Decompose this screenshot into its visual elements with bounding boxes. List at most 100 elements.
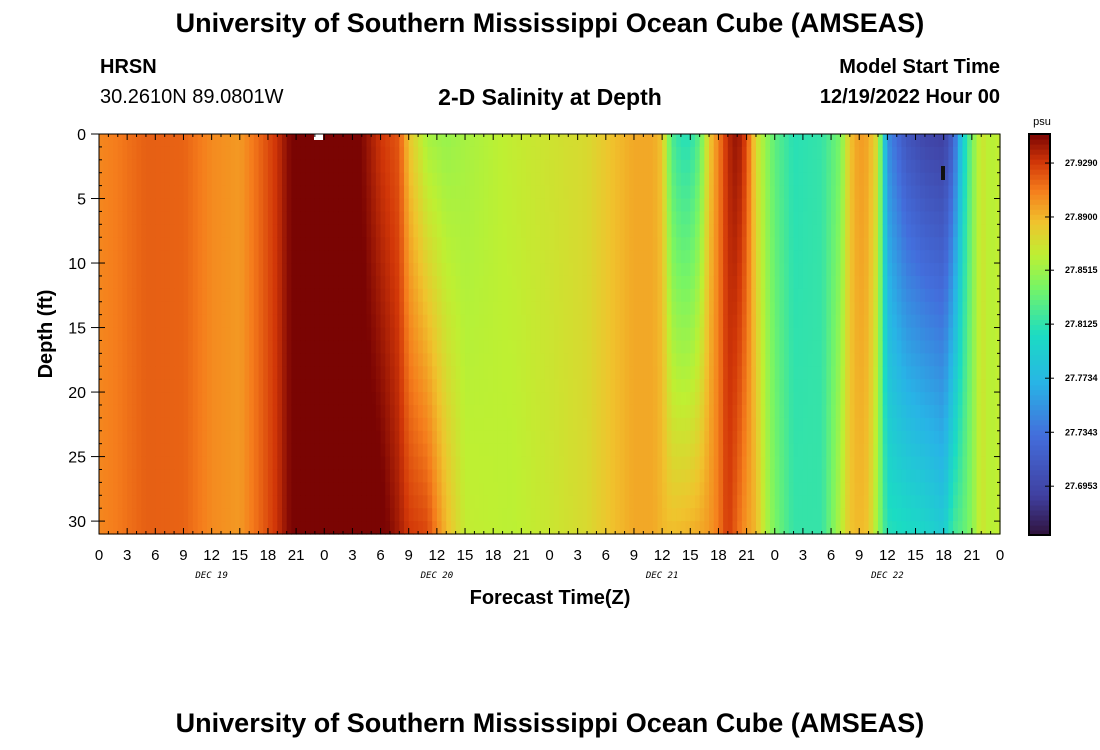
heatmap-cell	[601, 404, 607, 419]
heatmap-cell	[258, 340, 264, 354]
heatmap-cell	[770, 469, 776, 483]
heatmap-cell	[704, 508, 710, 522]
heatmap-cell	[253, 456, 260, 471]
heatmap-cell	[530, 495, 537, 509]
heatmap-cell	[338, 159, 344, 174]
heatmap-cell	[723, 146, 729, 161]
heatmap-cell	[572, 263, 579, 277]
heatmap-cell	[239, 275, 246, 290]
heatmap-cell	[474, 314, 480, 329]
heatmap-cell	[479, 185, 485, 200]
heatmap-cell	[849, 392, 856, 406]
heatmap-cell	[460, 456, 466, 471]
heatmap-cell	[572, 327, 579, 342]
heatmap-cell	[479, 469, 485, 483]
heatmap-cell	[493, 146, 499, 161]
heatmap-cell	[361, 404, 368, 419]
heatmap-cell	[380, 146, 386, 161]
heatmap-cell	[507, 314, 513, 329]
heatmap-cell	[267, 482, 274, 496]
heatmap-cell	[99, 134, 105, 148]
heatmap-cell	[845, 353, 851, 367]
heatmap-cell	[704, 521, 710, 535]
heatmap-cell	[751, 443, 757, 458]
heatmap-cell	[774, 430, 781, 445]
heatmap-cell	[544, 288, 551, 303]
heatmap-cell	[117, 456, 124, 471]
heatmap-cell	[629, 417, 635, 432]
heatmap-cell	[690, 379, 696, 393]
heatmap-cell	[497, 288, 504, 303]
heatmap-cell	[357, 134, 363, 148]
heatmap-cell	[272, 250, 278, 264]
heatmap-cell	[206, 288, 213, 303]
heatmap-cell	[160, 521, 166, 535]
heatmap-cell	[694, 366, 701, 380]
heatmap-cell	[178, 443, 185, 458]
heatmap-cell	[343, 379, 349, 393]
heatmap-cell	[479, 392, 485, 406]
heatmap-cell	[511, 366, 518, 380]
heatmap-cell	[469, 250, 476, 264]
heatmap-cell	[164, 366, 170, 380]
heatmap-cell	[601, 366, 607, 380]
heatmap-cell	[465, 521, 471, 535]
heatmap-cell	[521, 508, 527, 522]
heatmap-cell	[760, 224, 766, 238]
heatmap-cell	[540, 327, 546, 342]
heatmap-cell	[408, 495, 415, 509]
heatmap-cell	[380, 430, 386, 445]
heatmap-cell	[202, 508, 208, 522]
heatmap-cell	[662, 185, 668, 200]
heatmap-cell	[680, 430, 687, 445]
heatmap-cell	[807, 237, 813, 251]
heatmap-cell	[835, 327, 842, 342]
heatmap-cell	[516, 275, 522, 290]
heatmap-cell	[253, 482, 260, 496]
heatmap-cell	[516, 340, 522, 354]
heatmap-cell	[432, 172, 438, 187]
heatmap-cell	[188, 146, 194, 161]
heatmap-cell	[389, 508, 396, 522]
heatmap-cell	[446, 443, 452, 458]
heatmap-cell	[845, 288, 851, 303]
heatmap-cell	[446, 198, 452, 213]
heatmap-cell	[605, 237, 612, 251]
heatmap-cell	[178, 146, 185, 161]
heatmap-cell	[357, 379, 363, 393]
heatmap-cell	[845, 211, 851, 225]
heatmap-cell	[103, 301, 109, 316]
heatmap-cell	[807, 198, 813, 213]
heatmap-cell	[746, 482, 752, 496]
heatmap-cell	[122, 366, 128, 380]
heatmap-cell	[357, 495, 363, 509]
heatmap-cell	[225, 404, 231, 419]
heatmap-cell	[469, 211, 476, 225]
heatmap-cell	[530, 482, 537, 496]
heatmap-cell	[746, 404, 752, 419]
heatmap-cell	[582, 198, 588, 213]
heatmap-cell	[408, 146, 415, 161]
heatmap-cell	[216, 263, 222, 277]
heatmap-cell	[643, 508, 649, 522]
heatmap-cell	[821, 521, 827, 535]
heatmap-cell	[394, 263, 400, 277]
heatmap-cell	[235, 185, 241, 200]
heatmap-cell	[324, 275, 330, 290]
heatmap-cell	[150, 224, 156, 238]
heatmap-cell	[211, 185, 217, 200]
heatmap-cell	[333, 237, 339, 251]
heatmap-cell	[446, 263, 452, 277]
heatmap-cell	[680, 185, 687, 200]
heatmap-cell	[225, 275, 231, 290]
heatmap-cell	[704, 379, 710, 393]
heatmap-cell	[375, 314, 382, 329]
heatmap-cell	[732, 224, 738, 238]
heatmap-cell	[211, 495, 217, 509]
heatmap-cell	[737, 288, 743, 303]
heatmap-cell	[615, 224, 621, 238]
heatmap-cell	[826, 340, 832, 354]
heatmap-cell	[375, 456, 382, 471]
heatmap-cell	[530, 237, 537, 251]
heatmap-cell	[249, 159, 255, 174]
